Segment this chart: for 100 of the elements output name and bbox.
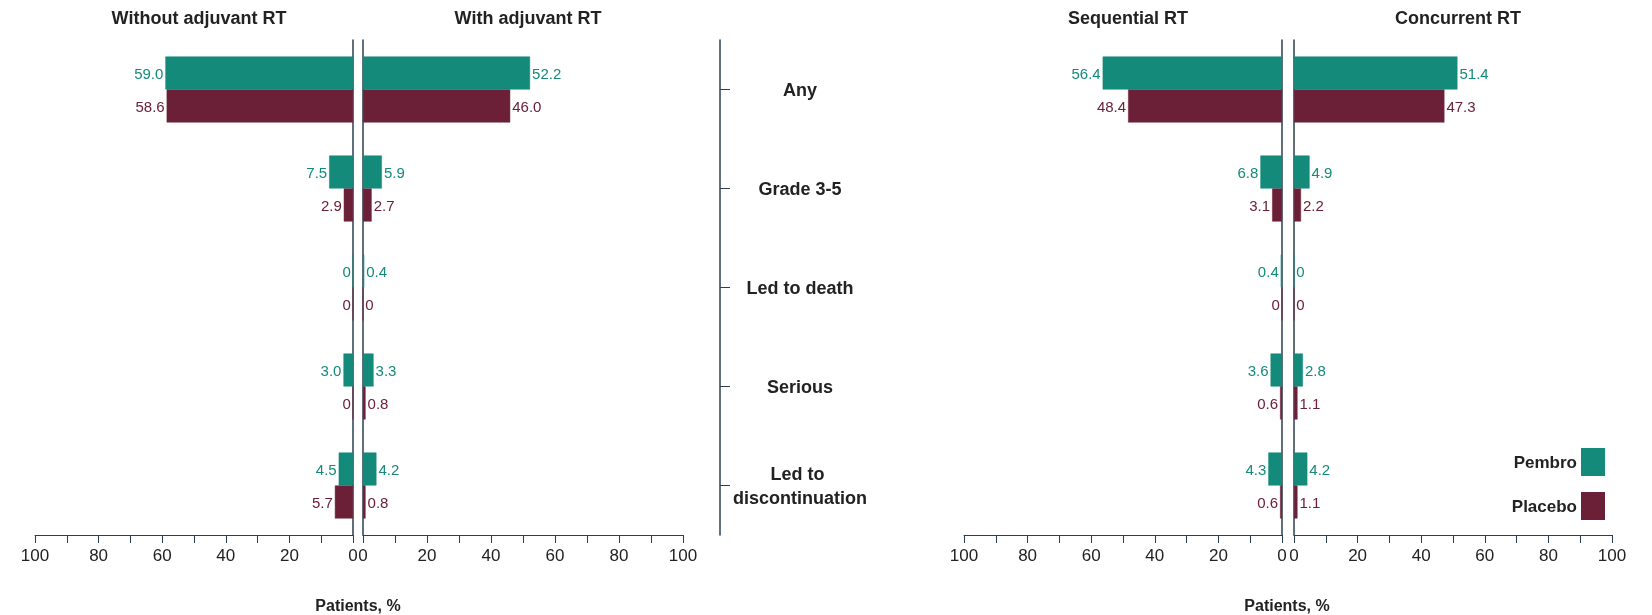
x-axis-title: Patients, % xyxy=(315,597,401,615)
data-label: 3.3 xyxy=(375,361,397,379)
data-label: 0.6 xyxy=(1257,394,1279,412)
data-label: 0 xyxy=(1271,295,1280,313)
x-tick-label: 0 xyxy=(348,546,358,565)
bar xyxy=(363,188,372,222)
bar xyxy=(1102,56,1282,90)
data-label: 4.3 xyxy=(1245,460,1267,478)
bar xyxy=(1294,386,1298,420)
data-label: 0 xyxy=(1296,262,1305,280)
data-label: 0 xyxy=(342,394,351,412)
bar xyxy=(1268,452,1282,486)
x-tick-label: 40 xyxy=(1145,546,1165,565)
x-tick-label: 40 xyxy=(481,546,501,565)
x-tick-label: 20 xyxy=(417,546,437,565)
bar xyxy=(1294,56,1458,90)
x-tick-label: 20 xyxy=(1348,546,1368,565)
data-label: 2.2 xyxy=(1303,196,1324,214)
bar xyxy=(1294,89,1445,123)
legend-label: Pembro xyxy=(1513,452,1577,472)
data-label: 4.9 xyxy=(1311,163,1333,181)
bar xyxy=(329,155,353,189)
data-label: 0 xyxy=(342,295,351,313)
data-label: 47.3 xyxy=(1446,97,1476,115)
data-label: 59.0 xyxy=(134,64,164,82)
x-axis-title: Patients, % xyxy=(1244,597,1330,615)
x-tick-label: 40 xyxy=(1411,546,1431,565)
bar xyxy=(1270,353,1282,387)
data-label: 51.4 xyxy=(1459,64,1489,82)
bar xyxy=(1272,188,1282,222)
x-tick-label: 0 xyxy=(1289,546,1299,565)
bar xyxy=(338,452,353,486)
chart-title: Without adjuvant RT xyxy=(111,8,287,28)
data-label: 1.1 xyxy=(1299,394,1321,412)
data-label: 0.6 xyxy=(1257,493,1279,511)
bar xyxy=(1294,155,1310,189)
data-label: 0 xyxy=(342,262,351,280)
data-label: 52.2 xyxy=(532,64,562,82)
x-tick-label: 60 xyxy=(545,546,565,565)
bar xyxy=(334,485,353,519)
x-tick-label: 100 xyxy=(1597,546,1627,565)
data-label: 6.8 xyxy=(1237,163,1259,181)
bar xyxy=(363,452,377,486)
data-label: 58.6 xyxy=(135,97,165,115)
chart-title: With adjuvant RT xyxy=(454,8,602,28)
data-label: 0 xyxy=(1296,295,1305,313)
data-label: 48.4 xyxy=(1096,97,1127,115)
bar xyxy=(1294,188,1301,222)
x-tick-label: 100 xyxy=(20,546,50,565)
x-tick-label: 100 xyxy=(668,546,698,565)
data-label: 2.7 xyxy=(373,196,395,214)
x-tick-label: 80 xyxy=(1018,546,1038,565)
data-label: 3.6 xyxy=(1247,361,1269,379)
data-label: 5.7 xyxy=(312,493,333,511)
bar xyxy=(363,89,511,123)
bar xyxy=(343,188,353,222)
bar xyxy=(1294,353,1303,387)
x-tick-label: 20 xyxy=(279,546,299,565)
x-tick-label: 20 xyxy=(1208,546,1228,565)
bar xyxy=(343,353,353,387)
data-label: 4.2 xyxy=(378,460,400,478)
data-label: 0 xyxy=(365,295,374,313)
bar xyxy=(1294,452,1308,486)
y-tick-label: Led to discontinuation xyxy=(733,463,867,508)
data-label: 0.4 xyxy=(1257,262,1279,280)
data-label: 4.2 xyxy=(1309,460,1331,478)
bar xyxy=(363,56,531,90)
x-tick-label: 60 xyxy=(152,546,172,565)
x-tick-label: 0 xyxy=(358,546,368,565)
chart-title: Sequential RT xyxy=(1067,8,1189,28)
x-tick-label: 80 xyxy=(609,546,629,565)
x-tick-label: 60 xyxy=(1475,546,1495,565)
x-tick-label: 60 xyxy=(1081,546,1101,565)
x-tick-label: 40 xyxy=(216,546,236,565)
data-label: 2.9 xyxy=(320,196,342,214)
data-label: 7.5 xyxy=(306,163,328,181)
data-label: 2.8 xyxy=(1304,361,1326,379)
data-label: 3.0 xyxy=(320,361,342,379)
data-label: 0.8 xyxy=(367,394,389,412)
bar xyxy=(363,353,374,387)
data-label: 0.8 xyxy=(367,493,389,511)
data-label: 3.1 xyxy=(1249,196,1271,214)
data-label: 5.9 xyxy=(383,163,405,181)
x-tick-label: 80 xyxy=(1538,546,1558,565)
y-tick-label: Any xyxy=(782,79,818,100)
chart-title: Concurrent RT xyxy=(1395,8,1521,28)
bar xyxy=(1260,155,1282,189)
data-label: 1.1 xyxy=(1299,493,1321,511)
legend-label: Placebo xyxy=(1511,496,1577,516)
bar xyxy=(363,386,366,420)
bar xyxy=(363,155,382,189)
y-tick-label: Led to death xyxy=(746,277,854,298)
data-label: 46.0 xyxy=(512,97,542,115)
x-tick-label: 100 xyxy=(949,546,979,565)
bar xyxy=(166,89,353,123)
data-label: 0.4 xyxy=(366,262,388,280)
y-tick-label: Grade 3-5 xyxy=(758,178,842,199)
bar xyxy=(1128,89,1282,123)
x-tick-label: 80 xyxy=(89,546,109,565)
bar xyxy=(1294,485,1298,519)
